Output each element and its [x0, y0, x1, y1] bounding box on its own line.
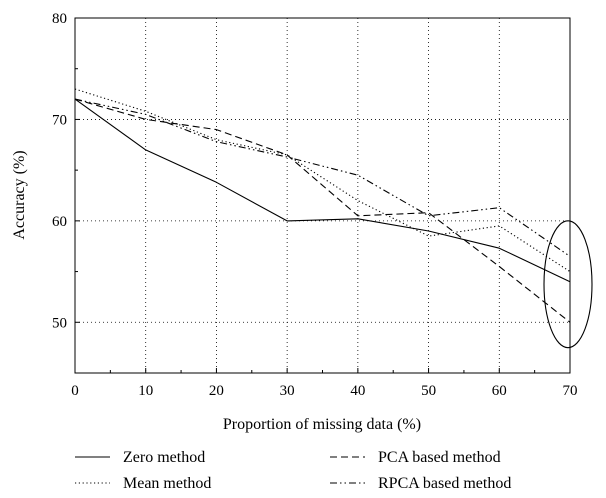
series-line-1 [74, 98, 571, 283]
legend-label-1: Zero method [123, 449, 205, 466]
legend-label-3: PCA based method [378, 449, 501, 466]
highlight-ellipse [543, 220, 593, 349]
series-line-4 [74, 98, 571, 257]
y-tick-label: 80 [52, 11, 67, 27]
x-axis-title: Proportion of missing data (%) [223, 416, 421, 433]
x-axis: 0 10 20 30 40 50 60 70 [71, 368, 578, 399]
y-tick-label: 50 [52, 315, 67, 331]
legend: Zero method Mean method PCA based method RP… [75, 449, 511, 492]
x-tick-label: 0 [71, 383, 79, 399]
legend-label-2: Mean method [123, 475, 211, 492]
series-line-3 [74, 98, 571, 323]
y-tick-label: 70 [52, 112, 67, 128]
x-tick-label: 10 [138, 383, 153, 399]
x-tick-label: 40 [350, 383, 365, 399]
series-line-2 [74, 88, 571, 273]
series-lines [74, 88, 571, 323]
x-tick-label: 60 [492, 383, 507, 399]
grid-lines [75, 18, 570, 373]
y-axis: 50 60 70 80 [52, 11, 80, 331]
plot-area-frame [74, 17, 571, 374]
x-tick-label: 20 [209, 383, 224, 399]
x-tick-label: 30 [280, 383, 295, 399]
y-tick-label: 60 [52, 214, 67, 230]
x-tick-label: 50 [421, 383, 436, 399]
x-tick-label: 70 [563, 383, 578, 399]
legend-label-4: RPCA based method [378, 475, 511, 492]
y-axis-title: Accuracy (%) [11, 150, 28, 239]
